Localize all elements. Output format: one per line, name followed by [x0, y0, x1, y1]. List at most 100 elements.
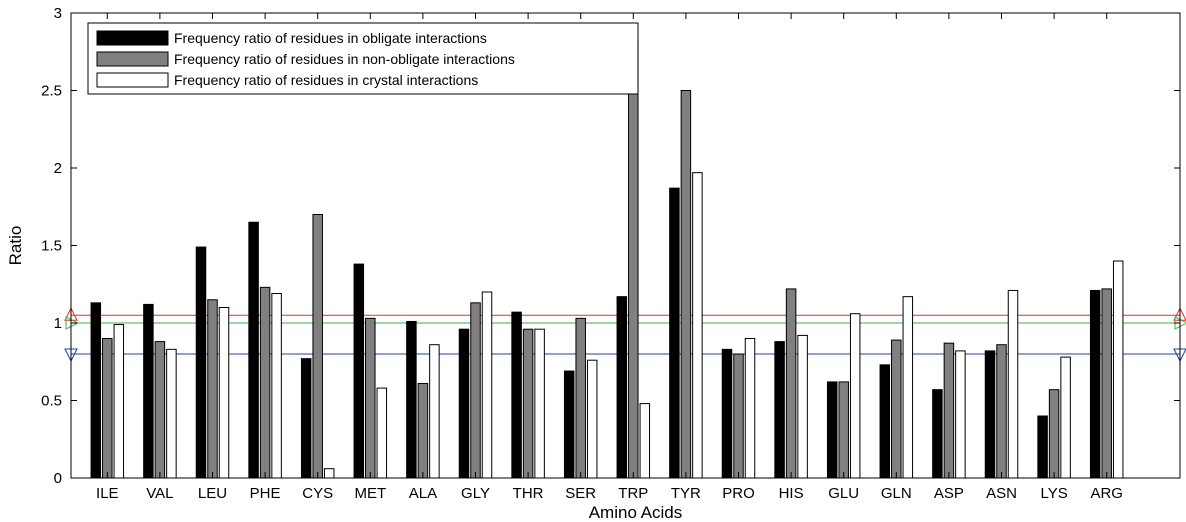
bar-ser-series-1	[563, 370, 575, 479]
legend-box	[87, 22, 639, 95]
bar-arg-series-2	[1101, 288, 1112, 479]
bar-glu-series-2	[838, 381, 849, 479]
y-tick-label: 0.5	[41, 393, 62, 410]
x-axis-label: Amino Acids	[589, 503, 683, 522]
y-tick-label: 2	[54, 160, 62, 177]
bar-asn-series-2	[996, 344, 1007, 479]
bar-gly-series-2	[470, 302, 481, 479]
x-tick-label: MET	[354, 485, 386, 502]
bar-ser-series-3	[586, 359, 598, 479]
bar-cys-series-2	[312, 214, 323, 479]
legend-label: Frequency ratio of residues in obligate …	[174, 30, 487, 46]
x-tick-labels: ILE VAL LEU PHE CYS MET ALA GLY THR SER TRP TYR PRO H…	[96, 485, 1123, 502]
bar-leu-series-2	[207, 299, 218, 479]
x-tick-label: GLU	[828, 485, 859, 502]
x-tick-label: ALA	[409, 485, 437, 502]
reference-line-marker	[65, 316, 80, 330]
bar-trp-series-1	[616, 296, 628, 479]
bar-tyr-series-3	[692, 172, 703, 479]
y-tick-label: 0	[54, 470, 62, 487]
y-axis-label: Ratio	[6, 226, 25, 266]
bar-gly-series-1	[458, 328, 470, 479]
bar-val-series-3	[166, 348, 177, 479]
x-tick-label: GLN	[881, 485, 912, 502]
x-tick-label: PRO	[722, 485, 755, 502]
legend: Frequency ratio of residues in obligate …	[87, 22, 639, 95]
x-tick-label: ASN	[986, 485, 1017, 502]
bar-his-series-3	[797, 334, 808, 479]
bar-his-series-1	[774, 341, 785, 479]
y-tick-label: 1	[54, 315, 62, 332]
bar-ala-series-1	[406, 320, 417, 479]
bar-ser-series-2	[575, 317, 586, 479]
bar-tyr-series-2	[680, 90, 692, 479]
bar-met-series-3	[376, 387, 388, 479]
x-tick-label: ILE	[96, 485, 119, 502]
legend-swatch	[96, 30, 169, 46]
x-tick-label: THR	[513, 485, 544, 502]
bar-trp-series-2	[628, 41, 639, 479]
bar-ala-series-3	[429, 344, 440, 479]
bar-leu-series-1	[195, 246, 207, 479]
bar-val-series-2	[154, 341, 166, 479]
bar-phe-series-1	[248, 221, 259, 479]
x-tick-label: VAL	[146, 485, 173, 502]
x-tick-label: TYR	[671, 485, 701, 502]
bar-cys-series-1	[300, 358, 312, 479]
legend-label: Frequency ratio of residues in crystal i…	[174, 72, 478, 88]
x-tick-label: LEU	[198, 485, 227, 502]
bar-asn-series-3	[1007, 289, 1019, 479]
bar-ile-series-1	[90, 302, 102, 479]
bar-gln-series-2	[891, 339, 902, 479]
axis-ticks	[71, 12, 1180, 479]
bar-cys-series-3	[323, 468, 335, 479]
x-tick-label: SER	[565, 485, 596, 502]
bar-leu-series-3	[218, 307, 230, 479]
bar-gln-series-1	[879, 364, 891, 479]
legend-label: Frequency ratio of residues in non-oblig…	[174, 51, 515, 67]
bar-his-series-2	[785, 288, 797, 479]
bar-pro-series-2	[733, 353, 744, 479]
y-tick-label: 3	[54, 5, 62, 22]
bar-val-series-1	[143, 303, 154, 479]
bar-trp-series-3	[639, 403, 651, 479]
bar-asp-series-1	[932, 389, 943, 479]
bar-met-series-1	[353, 263, 365, 479]
bar-ala-series-2	[417, 382, 429, 479]
x-tick-label: TRP	[618, 485, 648, 502]
bar-thr-series-1	[511, 311, 522, 479]
x-tick-label: PHE	[250, 485, 281, 502]
x-tick-label: LYS	[1040, 485, 1067, 502]
y-tick-label: 1.5	[41, 238, 62, 255]
bar-pro-series-3	[744, 338, 756, 479]
bar-lys-series-1	[1037, 415, 1048, 479]
bar-arg-series-1	[1089, 289, 1101, 479]
legend-swatch	[96, 51, 169, 67]
x-tick-label: GLY	[461, 485, 490, 502]
bar-tyr-series-1	[669, 187, 680, 479]
y-tick-label: 2.5	[41, 83, 62, 100]
bar-lys-series-2	[1048, 389, 1060, 479]
bar-arg-series-3	[1112, 260, 1124, 479]
bar-thr-series-2	[522, 328, 534, 479]
bar-glu-series-1	[826, 381, 838, 479]
bar-gln-series-3	[902, 296, 914, 479]
bar-glu-series-3	[849, 313, 861, 479]
x-tick-label: ASP	[934, 485, 964, 502]
y-tick-labels: 0 0.5 1 1.5 2 2.5 3	[41, 5, 62, 487]
bar-gly-series-3	[481, 291, 493, 479]
bar-phe-series-3	[271, 293, 282, 479]
bar-ile-series-3	[113, 324, 125, 479]
bars	[90, 41, 1124, 479]
bar-lys-series-3	[1060, 356, 1071, 479]
bar-thr-series-3	[534, 328, 545, 479]
bar-asp-series-2	[943, 342, 955, 479]
x-tick-label: CYS	[302, 485, 333, 502]
x-tick-label: ARG	[1090, 485, 1123, 502]
legend-swatch	[96, 72, 169, 88]
bar-phe-series-2	[259, 286, 271, 479]
bar-pro-series-1	[721, 348, 733, 479]
x-tick-label: HIS	[779, 485, 804, 502]
bar-ile-series-2	[102, 338, 113, 479]
